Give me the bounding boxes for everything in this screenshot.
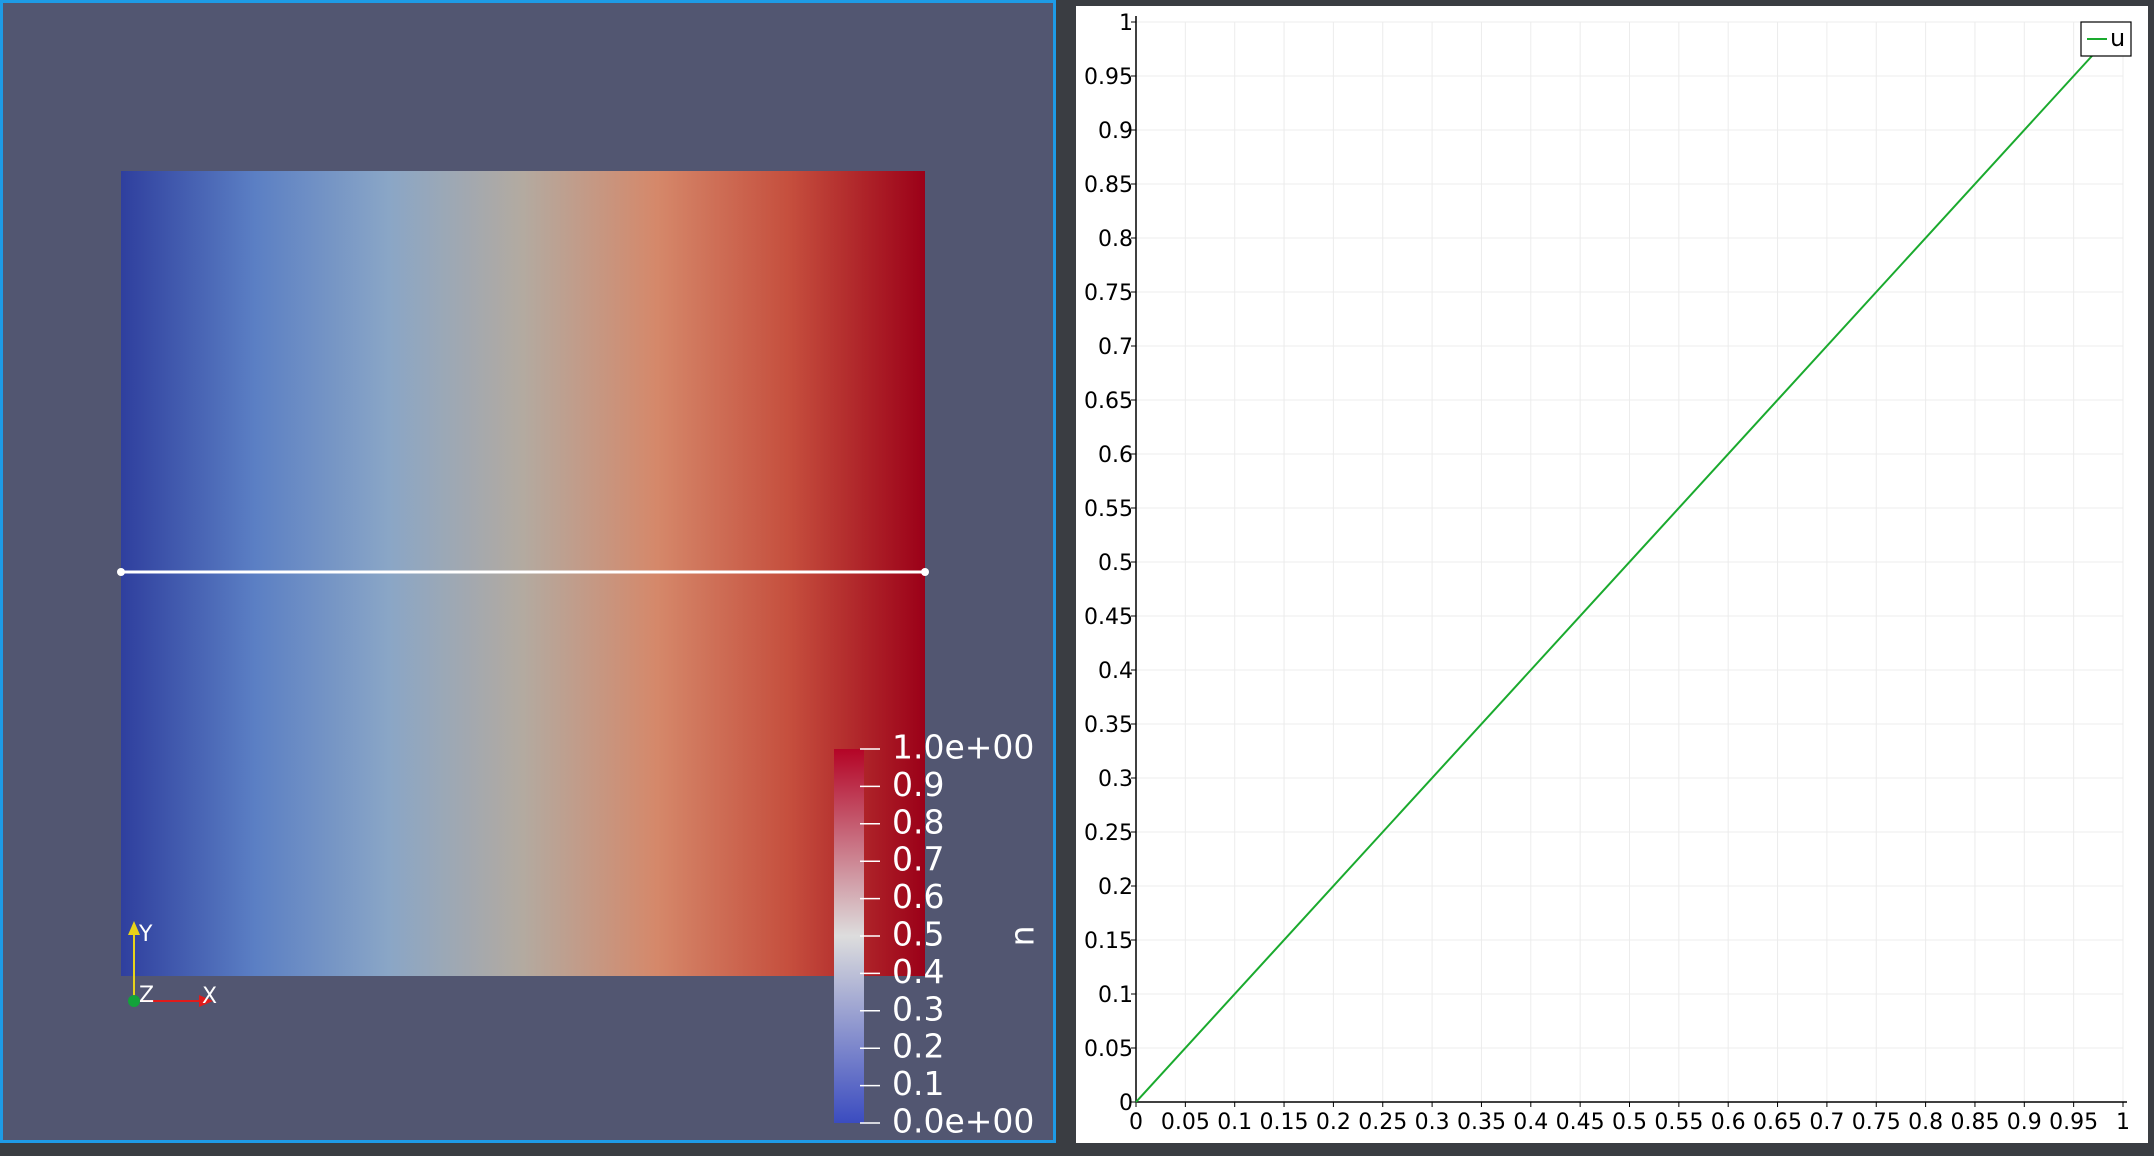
x-tick-label: 0.2 bbox=[1316, 1110, 1351, 1135]
x-tick-label: 1 bbox=[2116, 1110, 2130, 1135]
x-tick-label: 0.65 bbox=[1753, 1110, 1802, 1135]
scalar-bar-label: 0.5 bbox=[892, 915, 944, 954]
x-tick-label: 0.8 bbox=[1908, 1110, 1943, 1135]
scalar-bar-label: 0.3 bbox=[892, 989, 944, 1028]
x-tick-label: 0.45 bbox=[1556, 1110, 1605, 1135]
x-tick-label: 0.4 bbox=[1513, 1110, 1548, 1135]
y-tick-label: 0.65 bbox=[1084, 389, 1133, 414]
probe-line-widget[interactable] bbox=[117, 568, 929, 576]
y-tick-label: 0.5 bbox=[1098, 551, 1133, 576]
x-tick-label: 0.95 bbox=[2049, 1110, 2098, 1135]
y-tick-label: 0.8 bbox=[1098, 227, 1133, 252]
y-tick-label: 0.35 bbox=[1084, 713, 1133, 738]
scalar-bar-label: 0.9 bbox=[892, 765, 944, 804]
scalar-bar-label: 0.0e+00 bbox=[892, 1102, 1034, 1141]
y-tick-label: 0.25 bbox=[1084, 821, 1133, 846]
y-tick-label: 0.45 bbox=[1084, 605, 1133, 630]
y-tick-label: 0.3 bbox=[1098, 767, 1133, 792]
scalar-bar-title: u bbox=[1008, 926, 1047, 947]
chart-series-layer bbox=[1135, 21, 2124, 1103]
series-line-u[interactable] bbox=[1135, 21, 2124, 1103]
scalar-bar-label: 0.4 bbox=[892, 952, 944, 991]
probe-start-handle[interactable] bbox=[117, 568, 125, 576]
y-tick-label: 0.2 bbox=[1098, 875, 1133, 900]
y-tick-label: 0.95 bbox=[1084, 65, 1133, 90]
y-tick-label: 0.4 bbox=[1098, 659, 1133, 684]
x-tick-label: 0.6 bbox=[1711, 1110, 1746, 1135]
y-tick-label: 0.05 bbox=[1084, 1037, 1133, 1062]
scalar-bar-label: 0.7 bbox=[892, 840, 944, 879]
x-tick-label: 0 bbox=[1129, 1110, 1143, 1135]
x-tick-label: 0.9 bbox=[2007, 1110, 2042, 1135]
x-tick-label: 0.3 bbox=[1415, 1110, 1450, 1135]
y-tick-label: 0.75 bbox=[1084, 281, 1133, 306]
y-tick-label: 0.7 bbox=[1098, 335, 1133, 360]
y-axis-label: Y bbox=[138, 922, 153, 947]
render-canvas[interactable]: 1.0e+000.90.80.70.60.50.40.30.20.10.0e+0… bbox=[3, 3, 1053, 1140]
x-tick-label: 0.15 bbox=[1260, 1110, 1309, 1135]
scalar-bar-label: 0.1 bbox=[892, 1064, 944, 1103]
x-tick-label: 0.85 bbox=[1950, 1110, 1999, 1135]
x-tick-label: 0.1 bbox=[1217, 1110, 1252, 1135]
x-axis-label: X bbox=[202, 984, 217, 1009]
scalar-bar-gradient bbox=[834, 749, 864, 1123]
x-tick-label: 0.55 bbox=[1654, 1110, 1703, 1135]
line-chart-view[interactable]: 0 0.05 0.1 0.15 0.2 0.25 0.3 0.35 0.4 0.45 0.5 0.55… bbox=[1070, 0, 2154, 1143]
chart-grid bbox=[1136, 21, 2124, 1102]
x-tick-label: 0.25 bbox=[1358, 1110, 1407, 1135]
legend-entry-label: u bbox=[2110, 24, 2125, 52]
x-tick-label: 0.7 bbox=[1809, 1110, 1844, 1135]
orientation-axes: Y Z X bbox=[128, 921, 217, 1009]
x-tick-label: 0.5 bbox=[1612, 1110, 1647, 1135]
x-axis-arrow bbox=[199, 995, 213, 1007]
y-tick-label: 0.15 bbox=[1084, 929, 1133, 954]
x-tick-label: 0.05 bbox=[1161, 1110, 1210, 1135]
z-axis-marker bbox=[128, 995, 140, 1007]
y-tick-label: 0.6 bbox=[1098, 443, 1133, 468]
x-tick-label: 0.35 bbox=[1457, 1110, 1506, 1135]
y-tick-label: 0.9 bbox=[1098, 119, 1133, 144]
probe-end-handle[interactable] bbox=[921, 568, 929, 576]
y-tick-label: 1 bbox=[1119, 11, 1133, 36]
y-tick-label: 0.85 bbox=[1084, 173, 1133, 198]
y-tick-label: 0.1 bbox=[1098, 983, 1133, 1008]
chart-axes: 0 0.05 0.1 0.15 0.2 0.25 0.3 0.35 0.4 0.45 0.5 0.55… bbox=[1084, 11, 2130, 1135]
chart-legend[interactable]: u bbox=[2080, 21, 2132, 57]
y-tick-label: 0 bbox=[1119, 1091, 1133, 1116]
render-view[interactable]: 1.0e+00 0.9 0.8 0.7 0.6 0.5 0.4 0.3 0.2 0.1 0.0e+0… bbox=[0, 0, 1056, 1143]
scalar-bar-label: 0.6 bbox=[892, 877, 944, 916]
x-tick-label: 0.75 bbox=[1852, 1110, 1901, 1135]
line-chart-canvas[interactable]: 0 0.05 0.1 0.15 0.2 0.25 0.3 0.35 0.4 0.45 0.5 0.55… bbox=[1070, 0, 2154, 1143]
chart-background bbox=[1076, 6, 2148, 1143]
scalar-bar[interactable]: 1.0e+000.90.80.70.60.50.40.30.20.10.0e+0… bbox=[834, 728, 1047, 1141]
z-axis-label: Z bbox=[139, 983, 154, 1008]
scalar-bar-label: 0.2 bbox=[892, 1027, 944, 1066]
scalar-bar-label: 1.0e+00 bbox=[892, 728, 1034, 767]
y-axis-arrow bbox=[128, 921, 140, 935]
y-tick-label: 0.55 bbox=[1084, 497, 1133, 522]
scalar-bar-label: 0.8 bbox=[892, 802, 944, 841]
